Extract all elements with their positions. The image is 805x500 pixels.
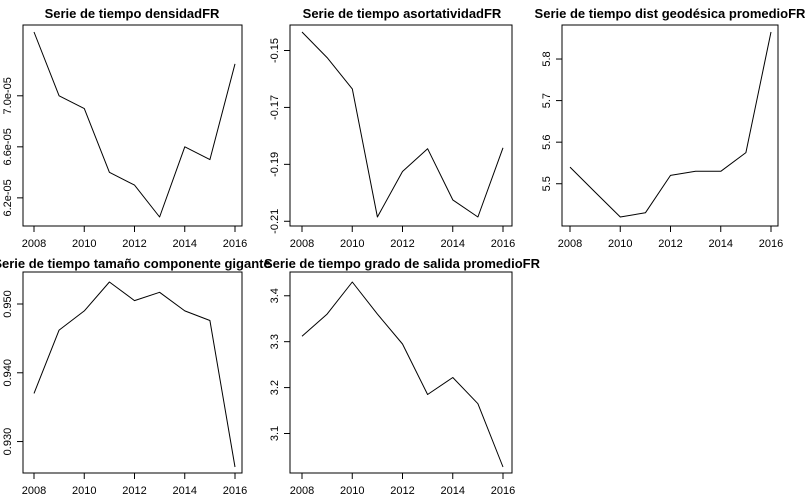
plot-frame <box>561 24 779 227</box>
y-tick-label: 3.1 <box>269 426 281 441</box>
x-axis: 2008 2010 2012 2014 2016 <box>290 472 515 497</box>
series-line <box>569 31 772 218</box>
x-tick-label: 2012 <box>122 485 146 497</box>
x-tick-label: 2016 <box>223 238 247 250</box>
x-tick-label: 2016 <box>491 238 515 250</box>
y-axis: 3.1 3.2 3.3 3.4 <box>269 288 291 441</box>
chart-panel-4: Serie de tiempo tamaño componente gigant… <box>0 256 271 497</box>
x-tick-label: 2008 <box>290 485 314 497</box>
y-axis: 0.930 0.940 0.950 <box>2 290 24 456</box>
x-tick-label: 2010 <box>608 238 632 250</box>
y-tick-label: 3.2 <box>269 380 281 395</box>
x-tick-label: 2010 <box>72 485 96 497</box>
chart-title: Serie de tiempo grado de salida promedio… <box>264 256 541 271</box>
chart-title: Serie de tiempo densidadFR <box>45 6 220 21</box>
x-tick-label: 2008 <box>558 238 582 250</box>
x-tick-label: 2012 <box>658 238 682 250</box>
x-tick-label: 2014 <box>441 485 465 497</box>
plot-frame <box>289 271 513 474</box>
chart-title: Serie de tiempo dist geodésica promedioF… <box>535 6 805 21</box>
plot-frame <box>22 24 243 227</box>
y-tick-label: 5.6 <box>541 135 553 150</box>
x-tick-label: 2010 <box>340 238 364 250</box>
y-tick-label: 5.7 <box>541 93 553 108</box>
x-tick-label: 2010 <box>72 238 96 250</box>
y-tick-label: 0.950 <box>2 290 14 318</box>
y-tick-label: -0.17 <box>269 95 281 120</box>
y-tick-label: 3.4 <box>269 288 281 303</box>
x-tick-label: 2014 <box>441 238 465 250</box>
y-tick-label: 5.8 <box>541 51 553 66</box>
y-axis: 5.5 5.6 5.7 5.8 <box>541 51 563 191</box>
x-axis: 2008 2010 2012 2014 2016 <box>290 225 515 250</box>
x-tick-label: 2012 <box>390 485 414 497</box>
x-tick-label: 2016 <box>223 485 247 497</box>
series-line <box>301 31 504 218</box>
y-tick-label: 3.3 <box>269 334 281 349</box>
y-tick-label: 0.930 <box>2 428 14 456</box>
chart-title: Serie de tiempo tamaño componente gigant… <box>0 256 271 271</box>
y-tick-label: -0.19 <box>269 152 281 177</box>
y-tick-label: -0.21 <box>269 209 281 234</box>
series-line <box>301 281 504 468</box>
x-tick-label: 2010 <box>340 485 364 497</box>
x-tick-label: 2014 <box>173 238 197 250</box>
chart-title: Serie de tiempo asortatividadFR <box>303 6 502 21</box>
chart-panel-5: Serie de tiempo grado de salida promedio… <box>264 256 541 497</box>
x-axis: 2008 2010 2012 2014 2016 <box>22 472 247 497</box>
x-axis: 2008 2010 2012 2014 2016 <box>22 225 247 250</box>
plot-frame <box>289 24 513 227</box>
x-tick-label: 2008 <box>290 238 314 250</box>
y-axis: -0.21 -0.19 -0.17 -0.15 <box>269 38 291 234</box>
x-tick-label: 2014 <box>709 238 733 250</box>
plot-frame <box>22 271 243 474</box>
y-axis: 6.2e-05 6.6e-05 7.0e-05 <box>2 77 24 217</box>
y-tick-label: 6.2e-05 <box>2 179 14 216</box>
series-line <box>33 31 236 218</box>
x-tick-label: 2012 <box>122 238 146 250</box>
x-tick-label: 2008 <box>22 238 46 250</box>
y-tick-label: 0.940 <box>2 359 14 387</box>
x-tick-label: 2012 <box>390 238 414 250</box>
y-tick-label: 7.0e-05 <box>2 77 14 114</box>
chart-panel-3: Serie de tiempo dist geodésica promedioF… <box>535 6 805 250</box>
series-line <box>33 281 236 468</box>
x-tick-label: 2008 <box>22 485 46 497</box>
y-tick-label: -0.15 <box>269 38 281 63</box>
x-tick-label: 2014 <box>173 485 197 497</box>
y-tick-label: 5.5 <box>541 176 553 191</box>
y-tick-label: 6.6e-05 <box>2 128 14 165</box>
x-tick-label: 2016 <box>491 485 515 497</box>
x-axis: 2008 2010 2012 2014 2016 <box>558 225 783 250</box>
x-tick-label: 2016 <box>759 238 783 250</box>
